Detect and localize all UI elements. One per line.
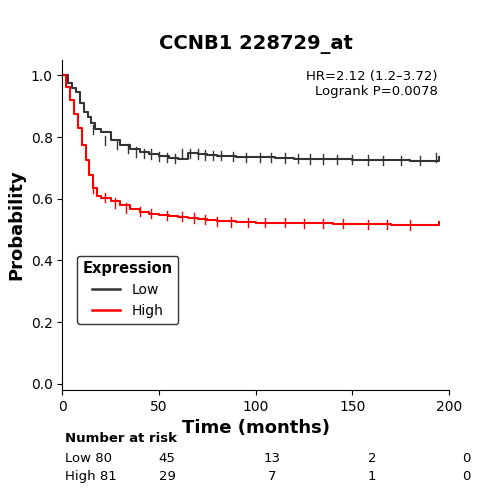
Low: [185, 150, 191, 156]
High: [166, 213, 172, 219]
Low: [437, 154, 443, 160]
Text: Low 80: Low 80: [65, 452, 112, 466]
Low: [127, 146, 133, 152]
Low: [98, 130, 104, 136]
Low: [117, 142, 123, 148]
Low: [234, 154, 240, 160]
High: [79, 142, 85, 148]
High: [252, 220, 258, 226]
High: [291, 220, 297, 226]
Text: 7: 7: [267, 470, 276, 483]
High: [75, 125, 81, 131]
Low: [65, 80, 71, 86]
Low: [146, 151, 152, 157]
High: [117, 202, 123, 208]
High: [94, 194, 100, 200]
High: [427, 222, 433, 228]
High: [388, 222, 394, 228]
Low: [272, 155, 278, 161]
Low: [59, 72, 65, 78]
Text: High 81: High 81: [65, 470, 117, 483]
Text: 0: 0: [463, 470, 471, 483]
Text: 45: 45: [159, 452, 176, 466]
Low: [195, 151, 201, 157]
High: [146, 210, 152, 216]
High: [311, 220, 317, 226]
Low: [369, 157, 375, 163]
Low: [427, 158, 433, 164]
X-axis label: Time (months): Time (months): [182, 420, 330, 438]
High: [407, 222, 413, 228]
High: [63, 84, 69, 90]
Text: 2: 2: [367, 452, 376, 466]
High: [349, 221, 355, 227]
Low: [214, 152, 220, 158]
Low: [69, 85, 75, 91]
Low: [176, 156, 182, 162]
Low: [291, 156, 297, 162]
High: [71, 111, 77, 117]
Low: [349, 156, 355, 162]
High: [214, 218, 220, 224]
Low: [205, 152, 211, 158]
Low: [252, 154, 258, 160]
Text: Number at risk: Number at risk: [65, 432, 177, 446]
Line: High: High: [62, 76, 440, 225]
Low: [388, 157, 394, 163]
High: [272, 220, 278, 226]
Text: 13: 13: [263, 452, 280, 466]
High: [86, 172, 92, 177]
Low: [88, 120, 94, 126]
High: [98, 194, 104, 200]
Low: [77, 100, 83, 106]
Text: 1: 1: [367, 470, 376, 483]
High: [437, 219, 443, 225]
High: [82, 157, 89, 163]
Title: CCNB1 228729_at: CCNB1 228729_at: [159, 35, 353, 54]
High: [108, 198, 114, 204]
High: [127, 206, 133, 212]
Low: [108, 137, 114, 143]
Low: [84, 114, 90, 120]
Low: [156, 153, 162, 159]
Low: [330, 156, 336, 162]
Low: [407, 158, 413, 164]
High: [205, 218, 211, 224]
High: [67, 97, 73, 103]
Low: [92, 126, 98, 132]
Low: [166, 155, 172, 161]
High: [234, 219, 240, 225]
Text: 29: 29: [159, 470, 176, 483]
High: [369, 222, 375, 228]
High: [195, 216, 201, 222]
Low: [73, 90, 79, 96]
Low: [311, 156, 317, 162]
Low: [81, 110, 87, 116]
High: [185, 215, 191, 221]
Text: HR=2.12 (1.2–3.72)
Logrank P=0.0078: HR=2.12 (1.2–3.72) Logrank P=0.0078: [306, 70, 438, 98]
Line: Low: Low: [62, 76, 440, 161]
High: [156, 212, 162, 218]
Legend: Low, High: Low, High: [77, 256, 178, 324]
Y-axis label: Probability: Probability: [7, 170, 25, 280]
High: [137, 208, 143, 214]
High: [59, 72, 65, 78]
Text: 0: 0: [463, 452, 471, 466]
Low: [137, 149, 143, 155]
High: [330, 221, 336, 227]
High: [176, 214, 182, 220]
High: [90, 185, 96, 191]
